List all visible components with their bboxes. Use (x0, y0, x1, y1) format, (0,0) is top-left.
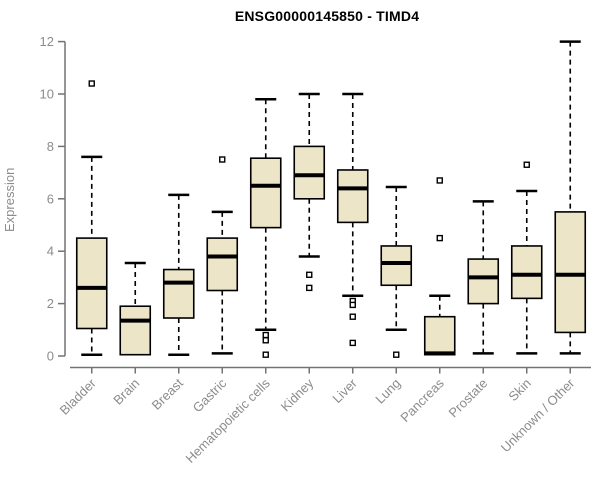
x-category-label: Breast (149, 375, 186, 412)
outlier-point (262, 337, 269, 344)
y-tick-label: 12 (40, 34, 54, 49)
outlier-point (88, 80, 95, 87)
outlier-point (306, 271, 313, 278)
x-category-label: Hematopoietic cells (183, 375, 274, 466)
box-iqr (293, 145, 326, 200)
box-iqr (510, 245, 543, 300)
box-iqr (206, 237, 239, 292)
outlier-point (219, 156, 226, 163)
y-tick-label: 10 (40, 87, 54, 102)
outlier-point (393, 351, 400, 358)
x-category-label: Brain (110, 376, 142, 408)
x-category-label: Unknown / Other (498, 375, 578, 455)
box-iqr (162, 268, 195, 319)
y-tick-label: 8 (47, 139, 54, 154)
x-category-label: Gastric (190, 375, 230, 415)
box-iqr (249, 157, 282, 229)
x-category-label: Bladder (57, 375, 100, 418)
y-tick-label: 2 (47, 296, 54, 311)
x-category-label: Prostate (446, 376, 491, 421)
box-iqr (423, 315, 456, 356)
outlier-point (523, 161, 530, 168)
outlier-point (349, 339, 356, 347)
outlier-point (436, 234, 443, 242)
box-iqr (336, 169, 369, 224)
y-tick-label: 6 (47, 191, 54, 206)
outlier-point (262, 351, 269, 358)
chart-title: ENSG00000145850 - TIMD4 (234, 8, 420, 24)
box-iqr (380, 245, 413, 287)
outlier-point (306, 284, 313, 292)
box-iqr (75, 237, 108, 330)
x-category-label: Skin (505, 376, 533, 404)
x-category-label: Lung (372, 376, 403, 407)
x-category-label: Pancreas (397, 375, 447, 425)
x-category-label: Kidney (278, 375, 317, 414)
y-tick-label: 0 (47, 349, 54, 364)
outlier-point (436, 177, 443, 184)
x-category-label: Liver (329, 375, 360, 406)
box-iqr (119, 305, 152, 356)
box-iqr (554, 211, 587, 334)
box-iqr (467, 258, 500, 305)
outlier-point (349, 301, 356, 309)
y-tick-label: 4 (47, 244, 54, 259)
outlier-point (262, 331, 269, 339)
outlier-point (349, 313, 356, 320)
